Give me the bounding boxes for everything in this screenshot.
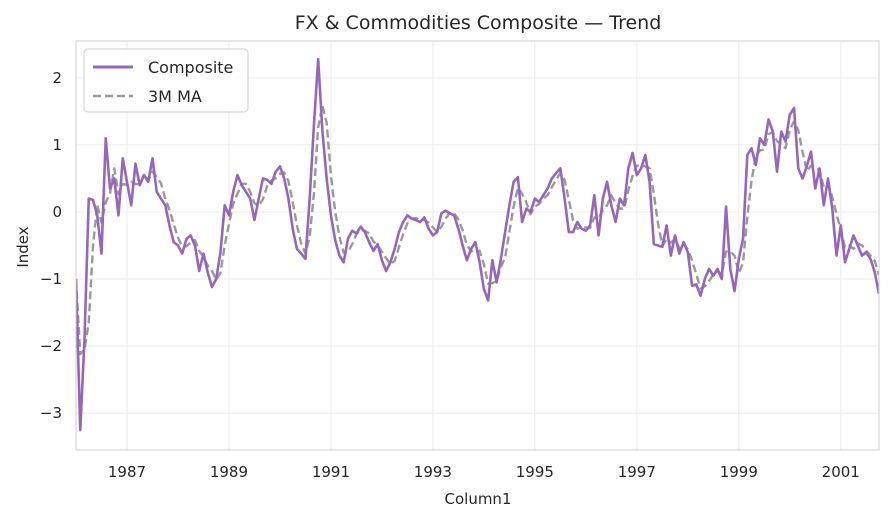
y-axis-label: Index <box>14 226 32 267</box>
x-tick-label: 1993 <box>414 463 452 481</box>
y-tick-label: 1 <box>52 136 62 154</box>
y-tick-label: −3 <box>40 404 62 422</box>
x-tick-label: 1989 <box>210 463 248 481</box>
x-tick-label: 1995 <box>516 463 554 481</box>
x-axis-label: Column1 <box>445 490 512 508</box>
legend-composite-label: Composite <box>148 58 233 77</box>
y-tick-label: −2 <box>40 337 62 355</box>
chart-title: FX & Commodities Composite — Trend <box>295 12 662 34</box>
y-tick-label: −1 <box>40 270 62 288</box>
legend: Composite 3M MA <box>83 48 249 113</box>
y-tick-label: 2 <box>52 69 62 87</box>
x-tick-label: 1991 <box>312 463 350 481</box>
legend-3m-ma-label: 3M MA <box>148 87 202 106</box>
plot-frame <box>75 40 880 451</box>
y-axis: −3 −2 −1 0 1 2 <box>40 69 62 422</box>
y-tick-label: 0 <box>52 203 62 221</box>
x-tick-label: 1987 <box>108 463 146 481</box>
series-layer <box>76 57 879 432</box>
series-line-composite <box>76 57 879 432</box>
x-tick-label: 1997 <box>618 463 656 481</box>
x-tick-label: 2001 <box>822 463 860 481</box>
x-tick-label: 1999 <box>720 463 758 481</box>
x-axis: 1987 1989 1991 1993 1995 1997 1999 2001 <box>108 463 860 481</box>
